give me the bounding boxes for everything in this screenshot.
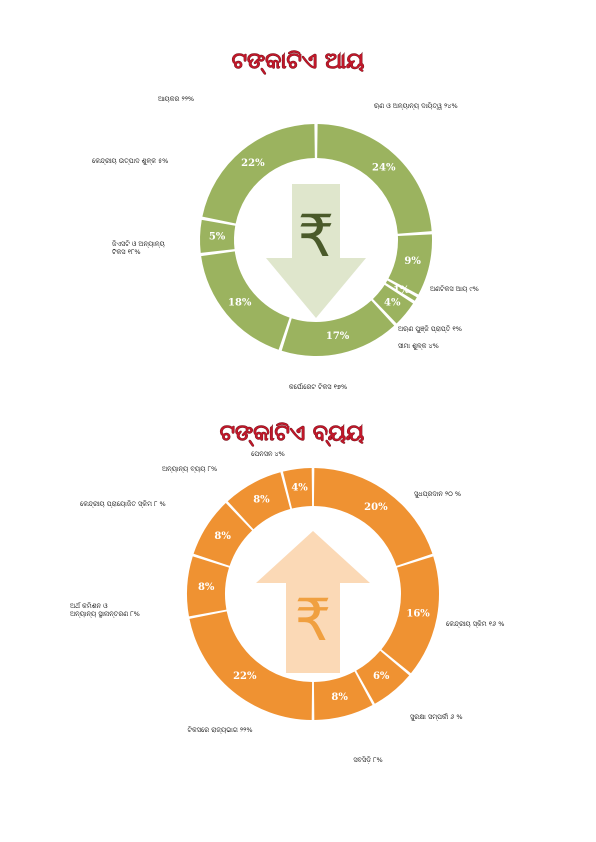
slice-percent-label: 9% (404, 256, 421, 267)
slice-category-label: ଅଣଟିକସ ଆୟ ୯% (430, 285, 479, 293)
label-line: ଜିଏସଟି ଓ ଅନ୍ୟାନ୍ୟ (112, 240, 165, 248)
slice-category-label: ଅନ୍ୟାନ୍ୟ ବ୍ୟୟ ୮% (162, 465, 217, 473)
income-rupee: ₹ (298, 202, 335, 270)
slice-percent-label: 22% (241, 158, 265, 169)
expense-chart: ଟଙ୍କାଟିଏ ବ୍ୟୟ 20% 16% 6% 8% 22% 8% 8% 8% 4% ₹ ସୁ… (70, 421, 504, 764)
slice-category-label: କେନ୍ଦ୍ରୀୟ ସ୍କିମ ୧୬ % (446, 620, 504, 628)
slice-percent-label: 4% (384, 298, 401, 309)
donut-slice (189, 611, 313, 720)
slice-percent-label: 20% (364, 502, 388, 513)
slice-percent-label: 4% (291, 482, 308, 493)
income-arrow (266, 184, 366, 318)
donut-slice (282, 468, 313, 509)
rupee-down-arrow-icon: ₹ (266, 184, 366, 318)
donut-slice (317, 124, 432, 234)
slice-category-label: କେନ୍ଦ୍ରୀୟ ପ୍ରାୟୋଜିତ ସ୍କିମ ୮ % (80, 500, 166, 508)
slice-category-label: ଜିଏସଟି ଓ ଅନ୍ୟାନ୍ୟ ଟିକସ ୧୮% (112, 240, 165, 256)
donut-slice (199, 219, 236, 253)
expense-ring: 20% 16% 6% 8% 22% 8% 8% 8% 4% (187, 468, 440, 720)
slice-category-label: ପେନସନ ୪% (251, 450, 285, 458)
slice-category-label: କେନ୍ଦ୍ରୀୟ ଉତ୍ପାଦ ଶୁଳ୍କ ୫% (92, 157, 168, 165)
slice-percent-label: 8% (331, 692, 348, 703)
slice-percent-label: 5% (209, 231, 226, 242)
slice-category-label: ସୀମା ଶୁଳ୍କ ୪% (398, 342, 439, 350)
donut-slice (313, 468, 433, 566)
donut-slice (201, 251, 290, 350)
donut-slice (356, 650, 410, 704)
donut-slice (372, 284, 414, 324)
slice-category-label: ଅର୍ଥ କମିଶନ ଓ ଅନ୍ୟାନ୍ୟ ସ୍ଥାନାନ୍ତରଣ ୮% (70, 602, 140, 618)
rupee-up-arrow-icon: ₹ (256, 531, 370, 673)
donut-slice (187, 556, 230, 617)
slice-percent-label: 22% (233, 671, 257, 682)
income-ring: 24% 9% 1% 4% 17% 18% 5% 22% (199, 124, 432, 356)
slice-percent-label: 17% (326, 331, 350, 342)
slice-percent-label: 18% (228, 298, 252, 309)
slice-category-label: ସୁଧପ୍ରଦାନ ୨୦ % (414, 490, 461, 498)
label-line: ଟିକସ ୧୮% (112, 248, 141, 256)
expense-rupee: ₹ (295, 586, 332, 654)
slice-category-label: ସୁରକ୍ଷା ସମ୍ପର୍କୀ ୬ % (410, 713, 463, 721)
slice-category-label: ଅଋଣ ପୁଞ୍ଜି ପ୍ରାପ୍ତି ୧% (398, 325, 462, 333)
income-labels: ଋଣ ଓ ଅନ୍ୟାନ୍ୟ ଦାୟିତ୍ୱ ୨୪% ଅଣଟିକସ ଆୟ ୯% ଅଋଣ… (92, 95, 479, 391)
donut-slice (385, 280, 417, 301)
donut-slice (313, 671, 373, 720)
slice-category-label: କର୍ପୋରେଟ ଟିକସ ୧୭% (289, 383, 347, 391)
slice-percent-label: 6% (373, 671, 390, 682)
donut-slice (388, 234, 432, 295)
slice-percent-label: 8% (198, 582, 215, 593)
slice-percent-label: 24% (372, 162, 396, 173)
expense-title: ଟଙ୍କାଟିଏ ବ୍ୟୟ (220, 421, 364, 447)
slice-category-label: ଆୟକର ୨୨% (158, 95, 194, 103)
expense-arrow (256, 531, 370, 673)
donut-slice (281, 300, 395, 356)
label-line: ଅର୍ଥ କମିଶନ ଓ (70, 602, 108, 610)
expense-labels: ସୁଧପ୍ରଦାନ ୨୦ % କେନ୍ଦ୍ରୀୟ ସ୍କିମ ୧୬ % ସୁରକ୍ଷ… (70, 450, 504, 764)
donut-slice (381, 556, 440, 674)
slice-percent-label: 1% (393, 285, 410, 296)
donut-slice (227, 472, 291, 530)
income-title: ଟଙ୍କାଟିଏ ଆୟ (232, 49, 365, 75)
slice-percent-label: 16% (406, 609, 430, 620)
donut-slice (202, 124, 315, 224)
slice-category-label: ଟିକସରେ ରାଜ୍ୟଭାଗ ୨୨% (187, 726, 252, 734)
income-chart: ଟଙ୍କାଟିଏ ଆୟ 24% 9% 1% 4% 17% 18% 5% 22% ₹ ଋଣ ଓ … (92, 49, 479, 391)
slice-percent-label: 8% (214, 531, 231, 542)
slice-percent-label: 8% (253, 495, 270, 506)
label-line: ଅନ୍ୟାନ୍ୟ ସ୍ଥାନାନ୍ତରଣ ୮% (70, 610, 140, 618)
slice-category-label: ସବସିଡ଼ି ୮% (353, 756, 382, 764)
slice-category-label: ଋଣ ଓ ଅନ୍ୟାନ୍ୟ ଦାୟିତ୍ୱ ୨୪% (374, 102, 458, 110)
donut-slice (193, 503, 253, 566)
